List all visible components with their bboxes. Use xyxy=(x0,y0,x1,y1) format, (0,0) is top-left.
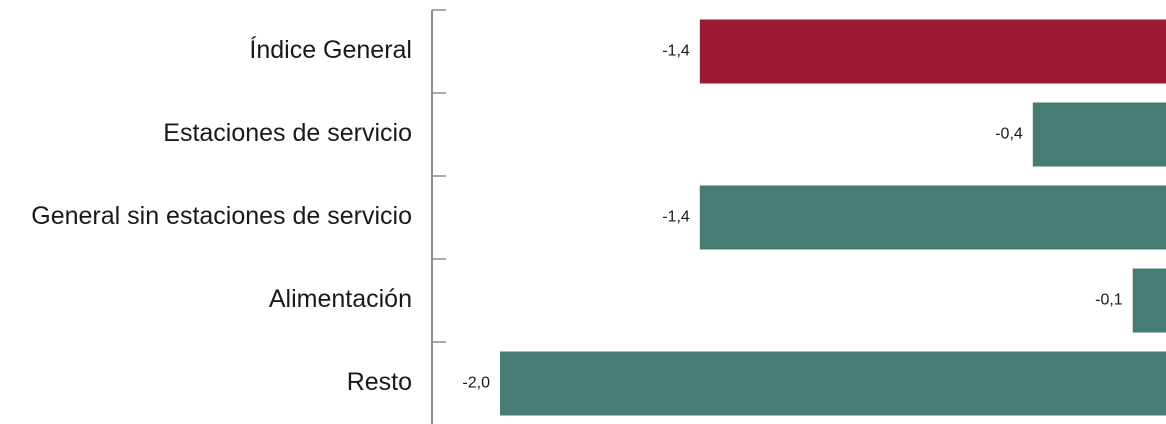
bar xyxy=(699,19,1166,84)
category-label: Resto xyxy=(347,368,412,396)
data-label: -1,4 xyxy=(662,209,690,226)
data-label: -2,0 xyxy=(462,375,490,392)
bars-group xyxy=(500,19,1166,416)
data-label: -0,4 xyxy=(995,126,1023,143)
data-label: -1,4 xyxy=(662,43,690,60)
bar xyxy=(699,185,1166,250)
category-label: General sin estaciones de servicio xyxy=(31,202,412,230)
category-labels-group: Índice General Estaciones de servicio Gene… xyxy=(31,35,412,396)
axis-ticks xyxy=(432,9,446,343)
category-label: Estaciones de servicio xyxy=(163,119,412,147)
bar xyxy=(1132,268,1166,333)
bar xyxy=(500,351,1166,416)
bar xyxy=(1032,102,1166,167)
category-label: Alimentación xyxy=(269,285,412,313)
data-label: -0,1 xyxy=(1095,292,1123,309)
value-labels-group: -1,4 -0,4 -1,4 -0,1 -2,0 xyxy=(462,43,1122,392)
category-label: Índice General xyxy=(249,35,412,64)
